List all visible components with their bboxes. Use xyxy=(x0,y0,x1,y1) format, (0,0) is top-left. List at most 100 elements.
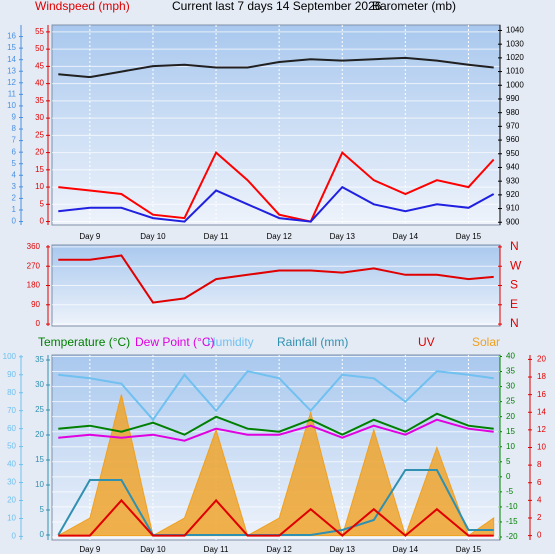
y-tick-label: 100 xyxy=(3,352,17,361)
y4-tick-label: 2 xyxy=(537,513,542,522)
y-tick-label: 60 xyxy=(7,424,16,433)
y3-tick-label: 6 xyxy=(12,147,17,156)
y2-tick-label: 15 xyxy=(506,427,515,436)
y2-tick-label: 980 xyxy=(506,108,520,117)
y3-tick-label: 5 xyxy=(12,159,17,168)
y4-tick-label: 0 xyxy=(537,531,542,540)
y-tick-label: 30 xyxy=(35,113,44,122)
y3-tick-label: 10 xyxy=(35,480,44,489)
y2-tick-label: 40 xyxy=(506,352,515,361)
y2-tick-label: -5 xyxy=(506,487,514,496)
y2-tick-label: -10 xyxy=(506,502,518,511)
y3-tick-label: 15 xyxy=(35,455,44,464)
x-tick-label: Day 13 xyxy=(330,232,356,241)
y2-tick-label: E xyxy=(510,297,518,311)
y3-tick-label: 20 xyxy=(35,430,44,439)
series-line xyxy=(58,418,494,442)
y3-tick-label: 0 xyxy=(12,217,17,226)
legend-label: Rainfall (mm) xyxy=(277,335,348,349)
x-tick-label: Day 15 xyxy=(456,545,482,554)
y2-tick-label: N xyxy=(510,239,519,253)
y-tick-label: 50 xyxy=(7,442,16,451)
legend-label: Dew Point (°C) xyxy=(135,335,214,349)
series-line xyxy=(58,498,494,537)
x-tick-label: Day 11 xyxy=(204,232,229,241)
y-tick-label: 0 xyxy=(12,532,17,541)
y-tick-label: 90 xyxy=(7,370,16,379)
y-tick-label: 35 xyxy=(35,96,44,105)
y2-tick-label: 25 xyxy=(506,397,515,406)
y-tick-label: 50 xyxy=(35,44,44,53)
y-tick-label: 40 xyxy=(7,460,16,469)
y-tick-label: 90 xyxy=(31,300,40,309)
y-tick-label: 0 xyxy=(36,319,41,328)
y-tick-label: 270 xyxy=(27,261,41,270)
y2-tick-label: W xyxy=(510,258,522,272)
y2-tick-label: 990 xyxy=(506,94,520,103)
y3-tick-label: 12 xyxy=(7,78,16,87)
y3-tick-label: 15 xyxy=(7,43,16,52)
y3-tick-label: 16 xyxy=(7,32,16,41)
y3-tick-label: 10 xyxy=(7,101,16,110)
y3-tick-label: 14 xyxy=(7,55,16,64)
legend-label: Temperature (°C) xyxy=(38,335,130,349)
y-tick-label: 30 xyxy=(7,478,16,487)
y3-tick-label: 2 xyxy=(12,194,17,203)
y-tick-label: 20 xyxy=(7,496,16,505)
y2-tick-label: 920 xyxy=(506,190,520,199)
series-line xyxy=(58,56,494,79)
y-tick-label: 45 xyxy=(35,61,44,70)
series-line xyxy=(58,370,494,422)
y2-tick-label: S xyxy=(510,278,518,292)
x-tick-label: Day 14 xyxy=(393,545,419,554)
y4-tick-label: 6 xyxy=(537,478,542,487)
y4-tick-label: 20 xyxy=(537,355,546,364)
y2-tick-label: N xyxy=(510,316,519,330)
y2-tick-label: 900 xyxy=(506,217,520,226)
series-line xyxy=(58,412,494,436)
y-tick-label: 10 xyxy=(35,182,44,191)
y-tick-label: 25 xyxy=(35,130,44,139)
y-tick-label: 5 xyxy=(40,199,45,208)
y2-tick-label: 960 xyxy=(506,135,520,144)
chart-title: Current last 7 days 14 September 2026 xyxy=(172,0,382,13)
y4-tick-label: 12 xyxy=(537,425,546,434)
y2-tick-label: 970 xyxy=(506,121,520,130)
y3-tick-label: 25 xyxy=(35,405,44,414)
y-axis-label: Windspeed (mph) xyxy=(35,0,130,13)
y3-tick-label: 8 xyxy=(12,124,17,133)
y-tick-label: 0 xyxy=(40,217,45,226)
x-tick-label: Day 9 xyxy=(79,545,100,554)
y2-axis-label: Barometer (mb) xyxy=(372,0,456,13)
y2-tick-label: 930 xyxy=(506,176,520,185)
series-area xyxy=(58,394,495,538)
x-tick-label: Day 12 xyxy=(266,545,292,554)
y2-tick-label: 35 xyxy=(506,367,515,376)
y2-tick-label: 1020 xyxy=(506,53,524,62)
y3-tick-label: 35 xyxy=(35,355,44,364)
y-tick-label: 40 xyxy=(35,79,44,88)
y-tick-label: 55 xyxy=(35,27,44,36)
y3-tick-label: 7 xyxy=(12,136,17,145)
y2-tick-label: 1000 xyxy=(506,80,524,89)
y-tick-label: 10 xyxy=(7,514,16,523)
y4-tick-label: 4 xyxy=(537,495,542,504)
x-tick-label: Day 10 xyxy=(140,545,166,554)
y-tick-label: 20 xyxy=(35,148,44,157)
y3-tick-label: 11 xyxy=(8,89,17,98)
y-tick-label: 360 xyxy=(27,242,41,251)
y3-tick-label: 0 xyxy=(40,530,45,539)
y2-tick-label: 10 xyxy=(506,442,515,451)
y2-tick-label: 1030 xyxy=(506,39,524,48)
x-tick-label: Day 15 xyxy=(456,232,482,241)
y3-tick-label: 5 xyxy=(40,505,45,514)
y-tick-label: 80 xyxy=(7,388,16,397)
y-tick-label: 180 xyxy=(27,281,41,290)
x-tick-label: Day 14 xyxy=(393,232,419,241)
y4-tick-label: 18 xyxy=(537,372,546,381)
y-tick-label: 70 xyxy=(7,406,16,415)
y3-tick-label: 3 xyxy=(12,182,17,191)
y4-tick-label: 14 xyxy=(537,407,546,416)
x-tick-label: Day 13 xyxy=(330,545,356,554)
